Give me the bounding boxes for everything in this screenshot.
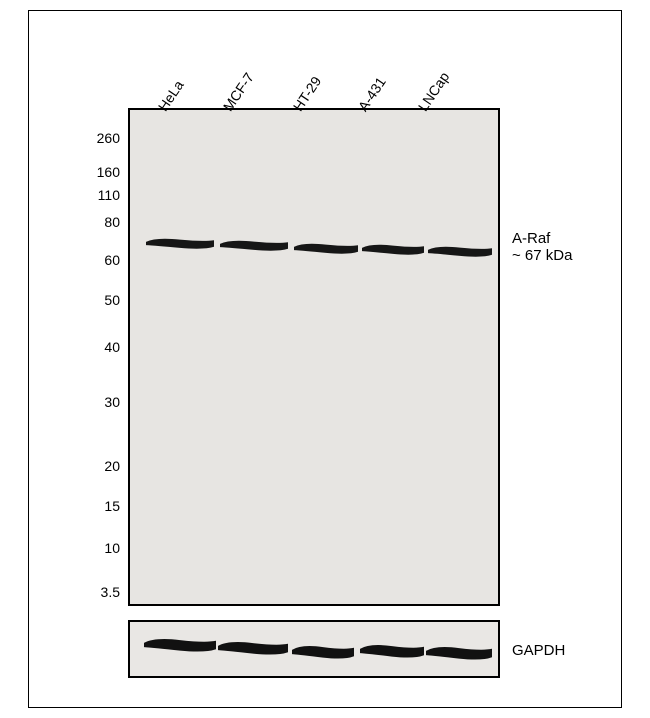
mw-marker: 50 [80, 292, 120, 308]
mw-marker: 80 [80, 214, 120, 230]
mw-marker: 15 [80, 498, 120, 514]
target-label-gapdh-text: GAPDH [512, 642, 565, 659]
target-label-araf-name: A-Raf [512, 230, 572, 247]
mw-marker: 30 [80, 394, 120, 410]
band [420, 238, 500, 265]
target-label-araf: A-Raf ~ 67 kDa [512, 230, 572, 264]
mw-marker: 110 [80, 187, 120, 203]
target-label-araf-mw: ~ 67 kDa [512, 247, 572, 264]
mw-marker: 10 [80, 540, 120, 556]
target-label-gapdh: GAPDH [512, 642, 565, 659]
band [138, 230, 222, 257]
mw-marker: 160 [80, 164, 120, 180]
mw-marker: 3.5 [80, 584, 120, 600]
band [284, 637, 362, 667]
mw-marker: 20 [80, 458, 120, 474]
band [418, 638, 500, 668]
mw-marker: 40 [80, 339, 120, 355]
band [212, 232, 296, 259]
mw-marker: 60 [80, 252, 120, 268]
main-blot-region [128, 108, 500, 606]
mw-marker: 260 [80, 130, 120, 146]
